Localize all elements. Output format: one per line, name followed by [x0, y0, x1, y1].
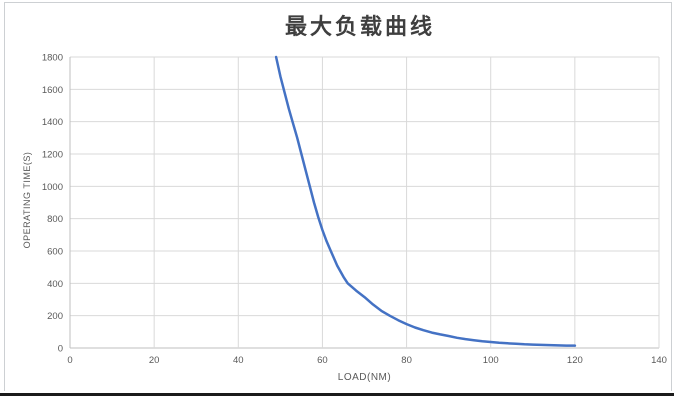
- x-tick-label: 60: [317, 355, 328, 366]
- x-tick-label: 100: [483, 355, 499, 366]
- y-tick-label: 1600: [42, 85, 63, 96]
- x-tick-label: 120: [567, 355, 583, 366]
- load-curve: [274, 55, 577, 347]
- x-tick-label: 40: [233, 355, 244, 366]
- x-tick-label: 20: [149, 355, 160, 366]
- x-tick-label: 0: [67, 355, 72, 366]
- y-tick-label: 400: [47, 279, 63, 290]
- y-tick-label: 200: [47, 311, 63, 322]
- y-tick-label: 1800: [42, 53, 63, 64]
- x-tick-label: 140: [651, 355, 667, 366]
- y-tick-label: 1400: [42, 117, 63, 128]
- y-tick-label: 1000: [42, 182, 63, 193]
- y-tick-label: 1200: [42, 150, 63, 161]
- y-tick-label: 600: [47, 247, 63, 258]
- y-tick-label: 0: [58, 344, 63, 355]
- chart-title: 最大负载曲线: [284, 14, 435, 39]
- y-tick-label: 800: [47, 214, 63, 225]
- x-tick-label: 80: [401, 355, 412, 366]
- x-axis-title: LOAD(NM): [337, 372, 392, 383]
- document-rule: [0, 393, 674, 396]
